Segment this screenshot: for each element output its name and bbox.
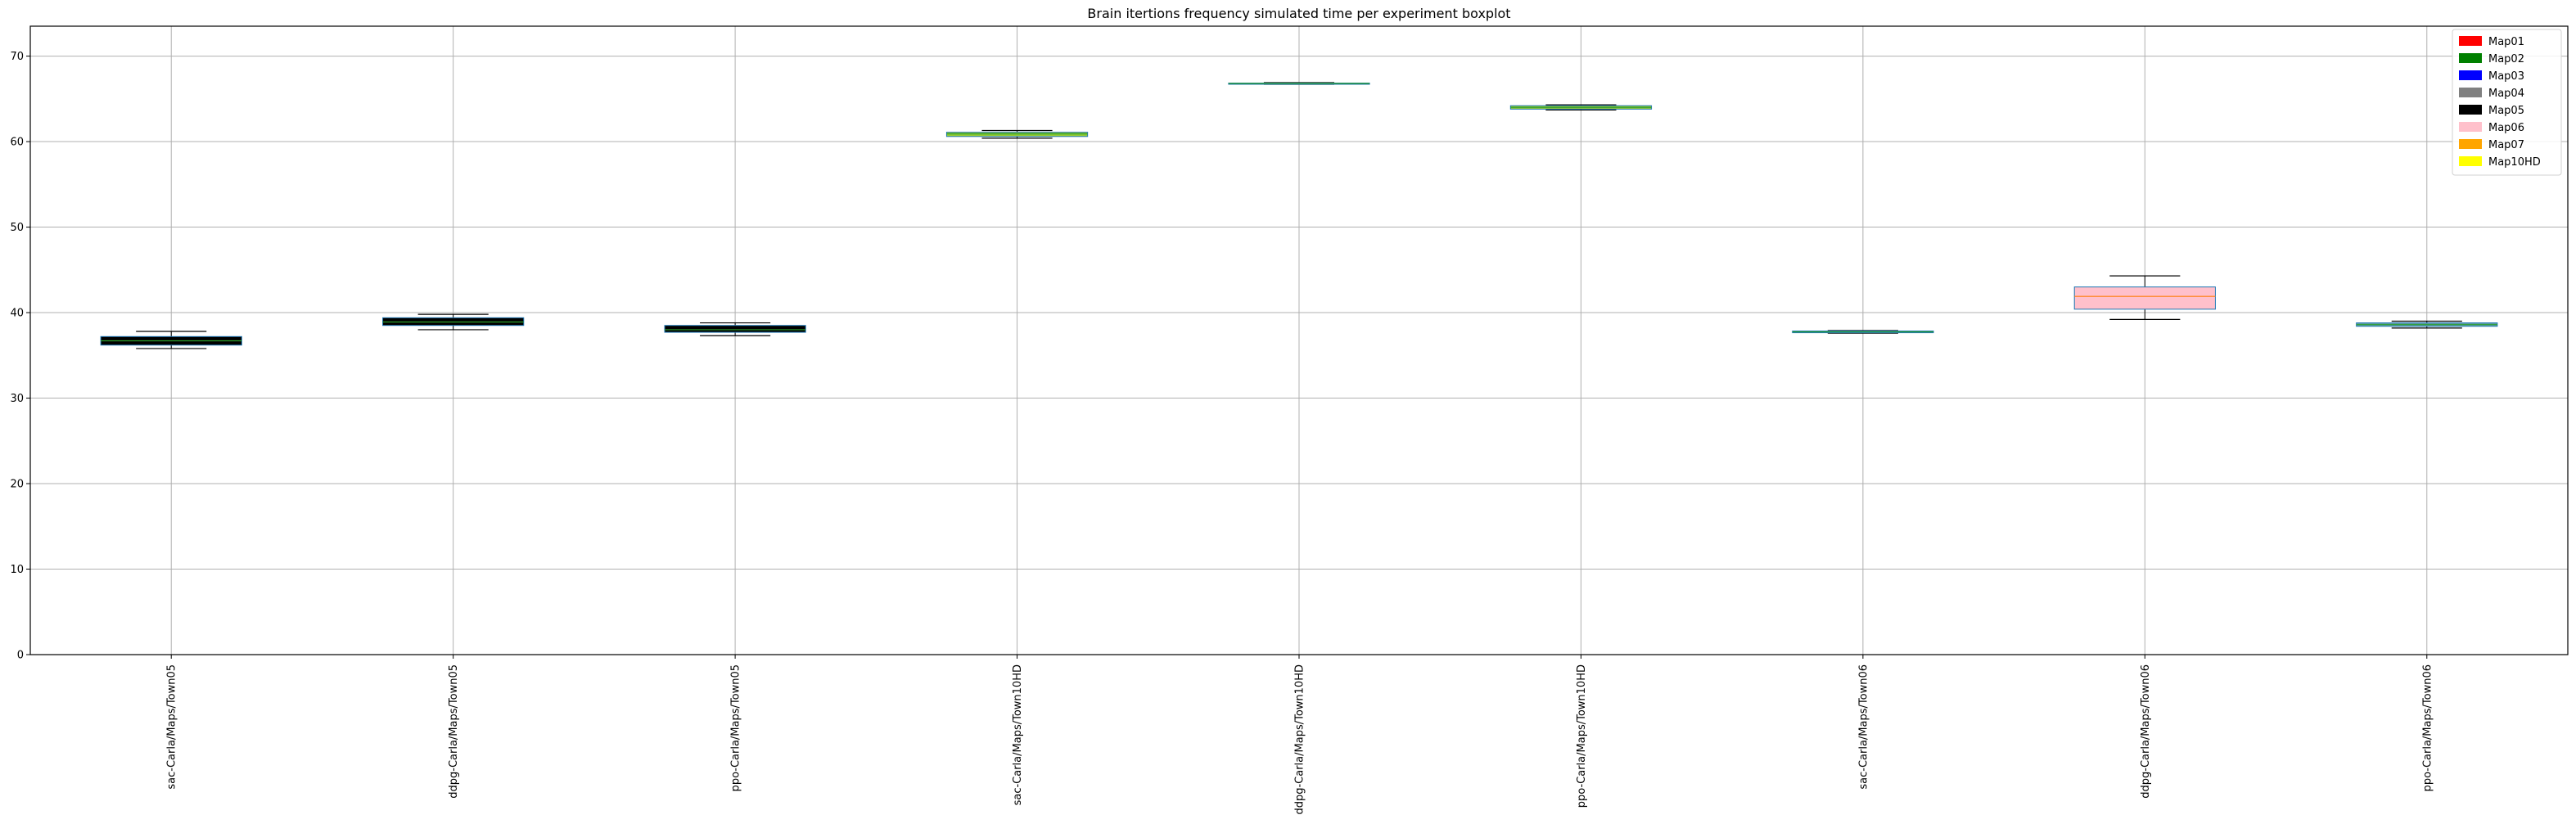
boxes [100,82,2498,349]
x-tick-label: ppo-Carla/Maps/Town05 [730,664,742,791]
y-axis: 0 10 20 30 40 50 60 70 [10,51,30,662]
box-1 [382,313,525,331]
x-tick-label: sac-Carla/Maps/Town05 [166,664,178,790]
box-7 [2073,275,2216,320]
x-axis: sac-Carla/Maps/Town05 ddpg-Carla/Maps/Tow… [166,655,2434,815]
x-tick-label: ddpg-Carla/Maps/Town05 [448,664,460,799]
legend-swatch [2459,36,2482,46]
x-tick-label: sac-Carla/Maps/Town06 [1857,664,1870,790]
x-tick-label: ppo-Carla/Maps/Town06 [2421,664,2434,791]
legend-swatch [2459,105,2482,115]
y-tick-label: 30 [10,393,24,405]
legend-label: Map06 [2488,122,2524,134]
legend-box [2452,29,2562,176]
x-tick-label: ddpg-Carla/Maps/Town10HD [1294,664,1306,815]
y-tick-label: 60 [10,137,24,149]
box-4 [1228,82,1370,85]
y-tick-label: 70 [10,51,24,63]
y-tick-label: 20 [10,479,24,491]
legend-label: Map03 [2488,70,2524,83]
y-tick-label: 50 [10,222,24,234]
legend-label: Map02 [2488,53,2524,65]
box-6 [1792,330,1934,334]
chart-title: Brain itertions frequency simulated time… [1087,6,1510,21]
box-5 [1509,104,1653,110]
grid [30,26,2568,655]
x-tick-label: ddpg-Carla/Maps/Town06 [2140,664,2152,799]
legend-swatch [2459,139,2482,149]
legend-swatch [2459,88,2482,97]
y-tick-label: 0 [17,650,24,662]
legend-swatch [2459,53,2482,63]
box-body [664,325,806,333]
box-3 [945,129,1089,139]
legend-label: Map10HD [2488,156,2541,169]
legend-label: Map05 [2488,105,2524,117]
y-tick-label: 10 [10,564,24,576]
legend-swatch [2459,156,2482,166]
legend: Map01 Map02 Map03 Map04 Map05 Map06 Map07 Map10… [2452,29,2562,176]
y-tick-label: 40 [10,308,24,320]
x-tick-label: sac-Carla/Maps/Town10HD [1012,664,1024,805]
legend-label: Map01 [2488,36,2524,48]
box-body [2073,286,2216,310]
box-8 [2356,320,2498,329]
legend-swatch [2459,122,2482,132]
legend-label: Map04 [2488,88,2524,100]
legend-swatch [2459,70,2482,80]
legend-label: Map07 [2488,139,2524,151]
x-tick-label: ppo-Carla/Maps/Town10HD [1576,664,1588,808]
box-2 [664,322,806,336]
box-0 [100,331,242,349]
